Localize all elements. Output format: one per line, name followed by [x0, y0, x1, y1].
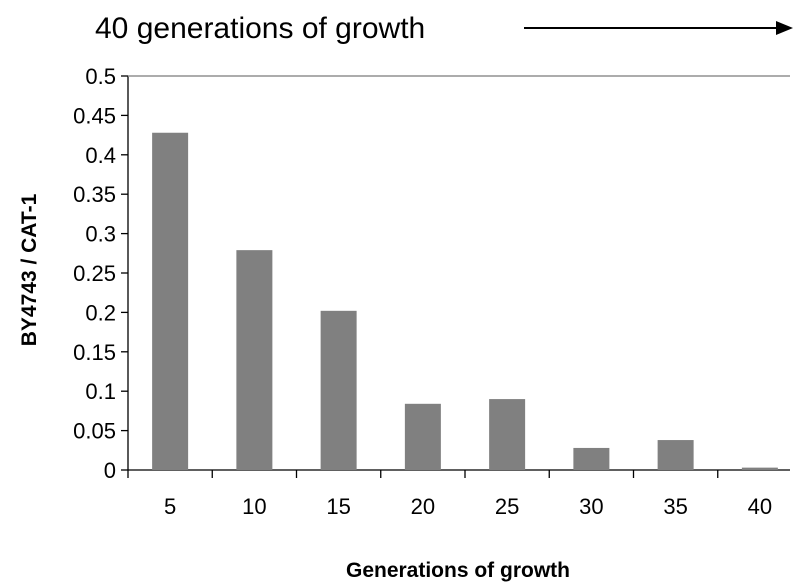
bar-gen-5: [152, 132, 189, 470]
y-tick-label: 0.5: [85, 64, 116, 89]
x-tick-label: 40: [748, 494, 772, 519]
bar-gen-30: [573, 447, 610, 470]
bar-gen-35: [657, 440, 694, 470]
bar-gen-25: [489, 399, 526, 470]
y-tick-label: 0.2: [85, 300, 116, 325]
x-tick-label: 10: [242, 494, 266, 519]
y-tick-label: 0.15: [73, 340, 116, 365]
chart-annotation: 40 generations of growth: [95, 12, 425, 45]
y-tick-label: 0.05: [73, 419, 116, 444]
y-axis-label: BY4743 / CAT-1: [18, 193, 41, 346]
y-tick-label: 0.35: [73, 182, 116, 207]
y-tick-label: 0.4: [85, 143, 116, 168]
x-axis-label: Generations of growth: [346, 559, 570, 582]
x-tick-label: 20: [411, 494, 435, 519]
y-tick-group: 0 0.05 0.1 0.15 0.2 0.25 0.3 0.35 0.4 0.45 0.5: [73, 64, 128, 483]
x-tick-label: 5: [164, 494, 176, 519]
x-tick-label: 30: [579, 494, 603, 519]
bars-group: [152, 132, 778, 470]
annotation-arrow-head: [776, 21, 793, 35]
y-tick-label: 0: [104, 458, 116, 483]
y-tick-label: 0.1: [85, 379, 116, 404]
y-tick-label: 0.45: [73, 103, 116, 128]
bar-gen-40: [741, 467, 778, 470]
y-tick-label: 0.25: [73, 261, 116, 286]
y-tick-label: 0.3: [85, 222, 116, 247]
x-tick-label: 15: [326, 494, 350, 519]
bar-gen-15: [320, 310, 357, 470]
bar-gen-20: [404, 403, 441, 470]
x-tick-label: 35: [663, 494, 687, 519]
x-tick-group: 5 10 15 20 25 30 35 40: [127, 470, 772, 519]
bar-gen-10: [236, 250, 273, 470]
x-tick-label: 25: [495, 494, 519, 519]
